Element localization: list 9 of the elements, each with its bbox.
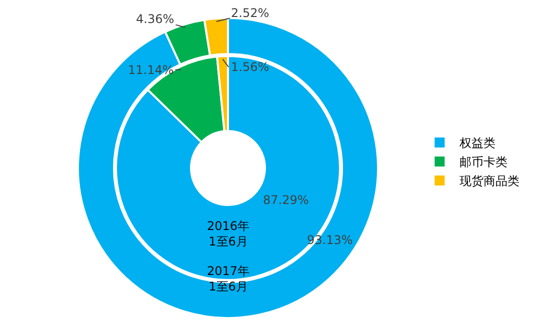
data-label: 4.36% xyxy=(136,12,174,26)
slice-label: 2017年 1至6月 xyxy=(207,264,250,294)
legend-label: 邮币卡类 xyxy=(460,155,508,170)
data-label: 87.29% xyxy=(263,193,309,207)
slice-label: 2016年 1至6月 xyxy=(207,219,250,249)
data-label: 1.56% xyxy=(231,60,270,74)
legend-label: 权益类 xyxy=(458,136,496,150)
data-label: 2.52% xyxy=(231,6,270,20)
legend-label: 现货商品类 xyxy=(460,174,520,188)
